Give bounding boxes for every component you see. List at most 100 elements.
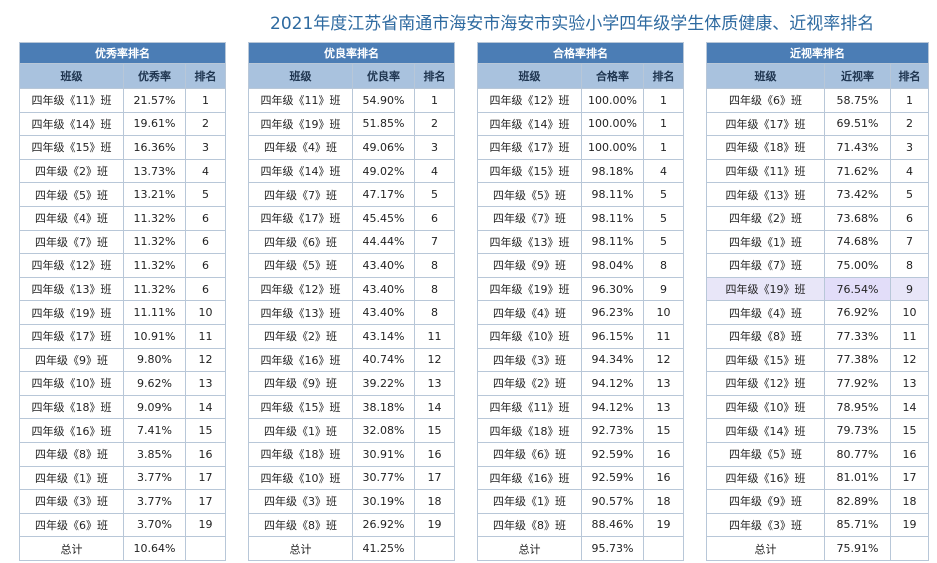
class-name-cell: 四年级《18》班 — [477, 418, 582, 443]
rank-cell: 14 — [413, 394, 456, 420]
rank-cell: 5 — [889, 182, 930, 207]
rank-cell: 12 — [889, 347, 930, 373]
class-name-cell: 四年级《6》班 — [477, 441, 582, 467]
rank-cell: 6 — [184, 253, 227, 278]
class-name-cell: 四年级《13》班 — [706, 182, 825, 207]
class-name-cell: 四年级《10》班 — [248, 465, 353, 491]
rank-cell: 1 — [889, 88, 930, 113]
class-name-cell: 四年级《13》班 — [477, 229, 582, 255]
table-row: 四年级《12》班 100.00% 1 — [477, 88, 685, 113]
rate-cell: 73.68% — [824, 205, 891, 231]
total-rank — [413, 536, 456, 561]
rate-cell: 76.92% — [824, 300, 891, 325]
rate-cell: 98.18% — [581, 158, 644, 184]
table-row: 四年级《6》班 44.44% 7 — [248, 229, 456, 255]
rate-cell: 3.70% — [123, 512, 186, 538]
table-row: 四年级《3》班 30.19% 18 — [248, 489, 456, 514]
class-name-cell: 四年级《4》班 — [19, 205, 124, 231]
rate-cell: 49.06% — [352, 135, 415, 160]
rate-cell: 30.91% — [352, 441, 415, 467]
table-caption: 近视率排名 — [705, 42, 930, 64]
rate-cell: 11.32% — [123, 229, 186, 255]
rate-cell: 79.73% — [824, 418, 891, 443]
table-row: 四年级《15》班 77.38% 12 — [706, 347, 930, 373]
class-name-cell: 四年级《19》班 — [248, 111, 353, 137]
rank-cell: 2 — [413, 111, 456, 137]
table-row: 四年级《8》班 77.33% 11 — [706, 323, 930, 349]
table-row: 四年级《11》班 54.90% 1 — [248, 88, 456, 113]
rate-cell: 98.11% — [581, 205, 644, 231]
rate-cell: 82.89% — [824, 489, 891, 514]
class-name-cell: 四年级《4》班 — [248, 135, 353, 160]
total-rank — [642, 536, 685, 561]
rank-cell: 17 — [184, 465, 227, 491]
rank-cell: 15 — [889, 418, 930, 443]
column-header: 班级 — [477, 63, 582, 89]
table-row: 四年级《12》班 11.32% 6 — [19, 253, 227, 278]
rate-cell: 94.12% — [581, 371, 644, 396]
class-name-cell: 四年级《3》班 — [19, 489, 124, 514]
table-row: 四年级《16》班 92.59% 16 — [477, 465, 685, 491]
rate-cell: 94.12% — [581, 394, 644, 420]
rate-cell: 96.30% — [581, 276, 644, 302]
table-caption: 合格率排名 — [476, 42, 685, 64]
class-name-cell: 四年级《11》班 — [248, 88, 353, 113]
class-name-cell: 四年级《9》班 — [19, 347, 124, 373]
table-row: 四年级《18》班 71.43% 3 — [706, 135, 930, 160]
class-name-cell: 四年级《13》班 — [19, 276, 124, 302]
pass-rate-table: 合格率排名 班级 合格率 排名 四年级《12》班 100.00% 1 四年级《14》班 100.… — [476, 42, 685, 561]
table-row: 四年级《12》班 77.92% 13 — [706, 371, 930, 396]
rate-cell: 51.85% — [352, 111, 415, 137]
rate-cell: 19.61% — [123, 111, 186, 137]
rank-cell: 12 — [413, 347, 456, 373]
rank-cell: 16 — [413, 441, 456, 467]
total-row: 总计 41.25% — [248, 536, 456, 561]
rate-cell: 21.57% — [123, 88, 186, 113]
class-name-cell: 四年级《8》班 — [19, 441, 124, 467]
rank-cell: 16 — [642, 441, 685, 467]
class-name-cell: 四年级《3》班 — [706, 512, 825, 538]
rank-cell: 1 — [642, 135, 685, 160]
rank-cell: 11 — [184, 323, 227, 349]
total-label: 总计 — [19, 536, 124, 561]
table-row: 四年级《5》班 98.11% 5 — [477, 182, 685, 207]
class-name-cell: 四年级《6》班 — [19, 512, 124, 538]
table-row: 四年级《11》班 94.12% 13 — [477, 394, 685, 420]
rate-cell: 9.62% — [123, 371, 186, 396]
class-name-cell: 四年级《6》班 — [248, 229, 353, 255]
rank-cell: 2 — [184, 111, 227, 137]
class-name-cell: 四年级《1》班 — [477, 489, 582, 514]
class-name-cell: 四年级《17》班 — [248, 205, 353, 231]
rate-cell: 74.68% — [824, 229, 891, 255]
rate-cell: 3.77% — [123, 489, 186, 514]
table-row: 四年级《7》班 98.11% 5 — [477, 205, 685, 231]
rank-cell: 18 — [413, 489, 456, 514]
rate-cell: 45.45% — [352, 205, 415, 231]
class-name-cell: 四年级《14》班 — [19, 111, 124, 137]
excellent-rate-table: 优秀率排名 班级 优秀率 排名 四年级《11》班 21.57% 1 四年级《14》班 19.61… — [18, 42, 227, 561]
rate-cell: 98.11% — [581, 182, 644, 207]
class-name-cell: 四年级《5》班 — [706, 441, 825, 467]
class-name-cell: 四年级《9》班 — [248, 371, 353, 396]
rate-cell: 69.51% — [824, 111, 891, 137]
rank-cell: 19 — [184, 512, 227, 538]
table-row: 四年级《2》班 43.14% 11 — [248, 323, 456, 349]
class-name-cell: 四年级《5》班 — [477, 182, 582, 207]
table-row: 四年级《14》班 79.73% 15 — [706, 418, 930, 443]
table-row: 四年级《7》班 47.17% 5 — [248, 182, 456, 207]
rank-cell: 8 — [413, 253, 456, 278]
class-name-cell: 四年级《12》班 — [706, 371, 825, 396]
table-row: 四年级《3》班 85.71% 19 — [706, 512, 930, 538]
class-name-cell: 四年级《15》班 — [477, 158, 582, 184]
rank-cell: 4 — [413, 158, 456, 184]
rate-cell: 38.18% — [352, 394, 415, 420]
table-row: 四年级《17》班 100.00% 1 — [477, 135, 685, 160]
rank-cell: 5 — [184, 182, 227, 207]
class-name-cell: 四年级《11》班 — [19, 88, 124, 113]
rate-cell: 71.62% — [824, 158, 891, 184]
total-rate: 41.25% — [352, 536, 415, 561]
rate-cell: 43.14% — [352, 323, 415, 349]
table-row: 四年级《12》班 43.40% 8 — [248, 276, 456, 302]
table-row: 四年级《19》班 11.11% 10 — [19, 300, 227, 325]
rank-cell: 3 — [413, 135, 456, 160]
